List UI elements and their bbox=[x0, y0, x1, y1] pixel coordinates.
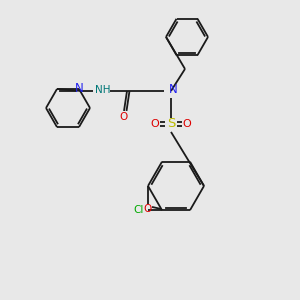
Text: S: S bbox=[167, 117, 175, 130]
Text: O: O bbox=[183, 119, 191, 129]
Text: O: O bbox=[151, 119, 159, 129]
Text: O: O bbox=[144, 204, 152, 214]
Text: NH: NH bbox=[95, 85, 111, 95]
Text: O: O bbox=[120, 112, 128, 122]
Text: Cl: Cl bbox=[134, 205, 144, 215]
Text: N: N bbox=[169, 83, 177, 96]
Text: N: N bbox=[75, 82, 83, 95]
